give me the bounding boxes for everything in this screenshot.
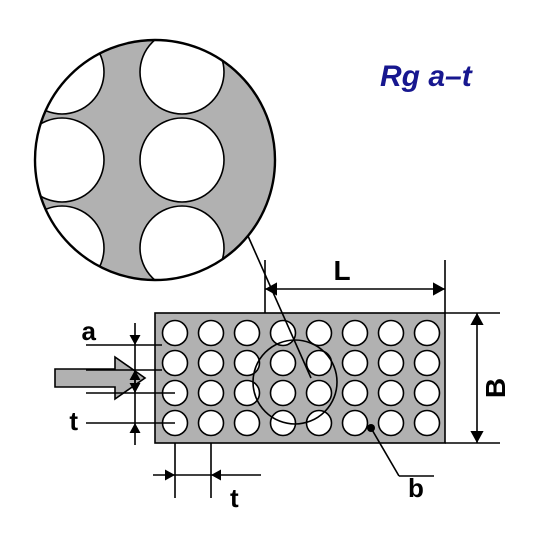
dim-L-label: L [333,255,350,286]
magnified-detail [20,30,344,290]
dim-b-label: b [408,473,424,503]
title-text: Rg a–t [380,60,472,94]
dim-t-vert-label: t [69,406,78,436]
dim-B-label: B [480,378,511,398]
dim-t-horiz-label: t [230,483,239,513]
dim-a-label: a [82,316,97,346]
